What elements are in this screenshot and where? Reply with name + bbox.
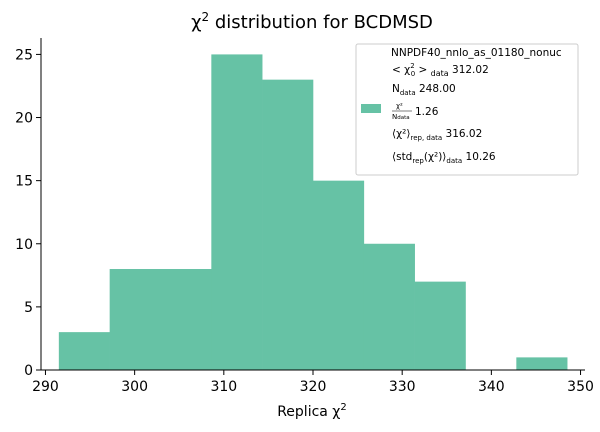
legend: NNPDF40_nnlo_as_01180_nonuc < χ2 0 > data… xyxy=(355,43,579,176)
histogram-bar xyxy=(211,54,263,370)
x-tick-label: 340 xyxy=(478,379,505,395)
x-tick-label: 290 xyxy=(32,379,59,395)
legend-swatch xyxy=(361,104,381,113)
x-tick-label: 330 xyxy=(389,379,416,395)
histogram-bar xyxy=(262,79,314,370)
histogram-bar xyxy=(109,269,161,370)
y-ticks: 0 5 10 15 20 25 xyxy=(15,47,41,379)
legend-ndata: Ndata 248.00 xyxy=(392,83,456,97)
x-axis-label: Replica χ2 xyxy=(277,402,347,420)
legend-ratio-den: Ndata xyxy=(392,113,410,121)
y-tick-label: 20 xyxy=(15,111,33,127)
x-tick-label: 300 xyxy=(121,379,148,395)
histogram-bar xyxy=(363,243,415,370)
legend-label: NNPDF40_nnlo_as_01180_nonuc xyxy=(391,47,562,59)
legend-std: ⟨stdrep(χ²)⟩data 10.26 xyxy=(392,151,496,165)
x-tick-label: 350 xyxy=(567,379,594,395)
legend-rep: ⟨χ²⟩rep, data 316.02 xyxy=(392,128,482,142)
y-tick-label: 25 xyxy=(15,47,33,63)
histogram-bar xyxy=(414,281,466,370)
y-tick-label: 0 xyxy=(24,363,33,379)
x-ticks: 290 300 310 320 330 340 350 xyxy=(32,370,594,395)
histogram-bar xyxy=(160,269,212,370)
chart-title: χ2 distribution for BCDMSD xyxy=(191,10,433,33)
y-tick-label: 5 xyxy=(24,300,33,316)
histogram-bars xyxy=(58,54,568,370)
histogram-bar xyxy=(58,332,110,370)
legend-ratio-value: 1.26 xyxy=(415,106,439,118)
legend-chi2-data: < χ2 0 > data 312.02 xyxy=(392,62,489,78)
x-tick-label: 310 xyxy=(210,379,237,395)
histogram-bar xyxy=(313,180,365,370)
histogram-bar xyxy=(516,357,568,370)
legend-ratio-num: χ² xyxy=(396,102,403,110)
x-tick-label: 320 xyxy=(300,379,327,395)
y-tick-label: 15 xyxy=(15,174,33,190)
legend-box xyxy=(355,43,579,176)
y-tick-label: 10 xyxy=(15,237,33,253)
